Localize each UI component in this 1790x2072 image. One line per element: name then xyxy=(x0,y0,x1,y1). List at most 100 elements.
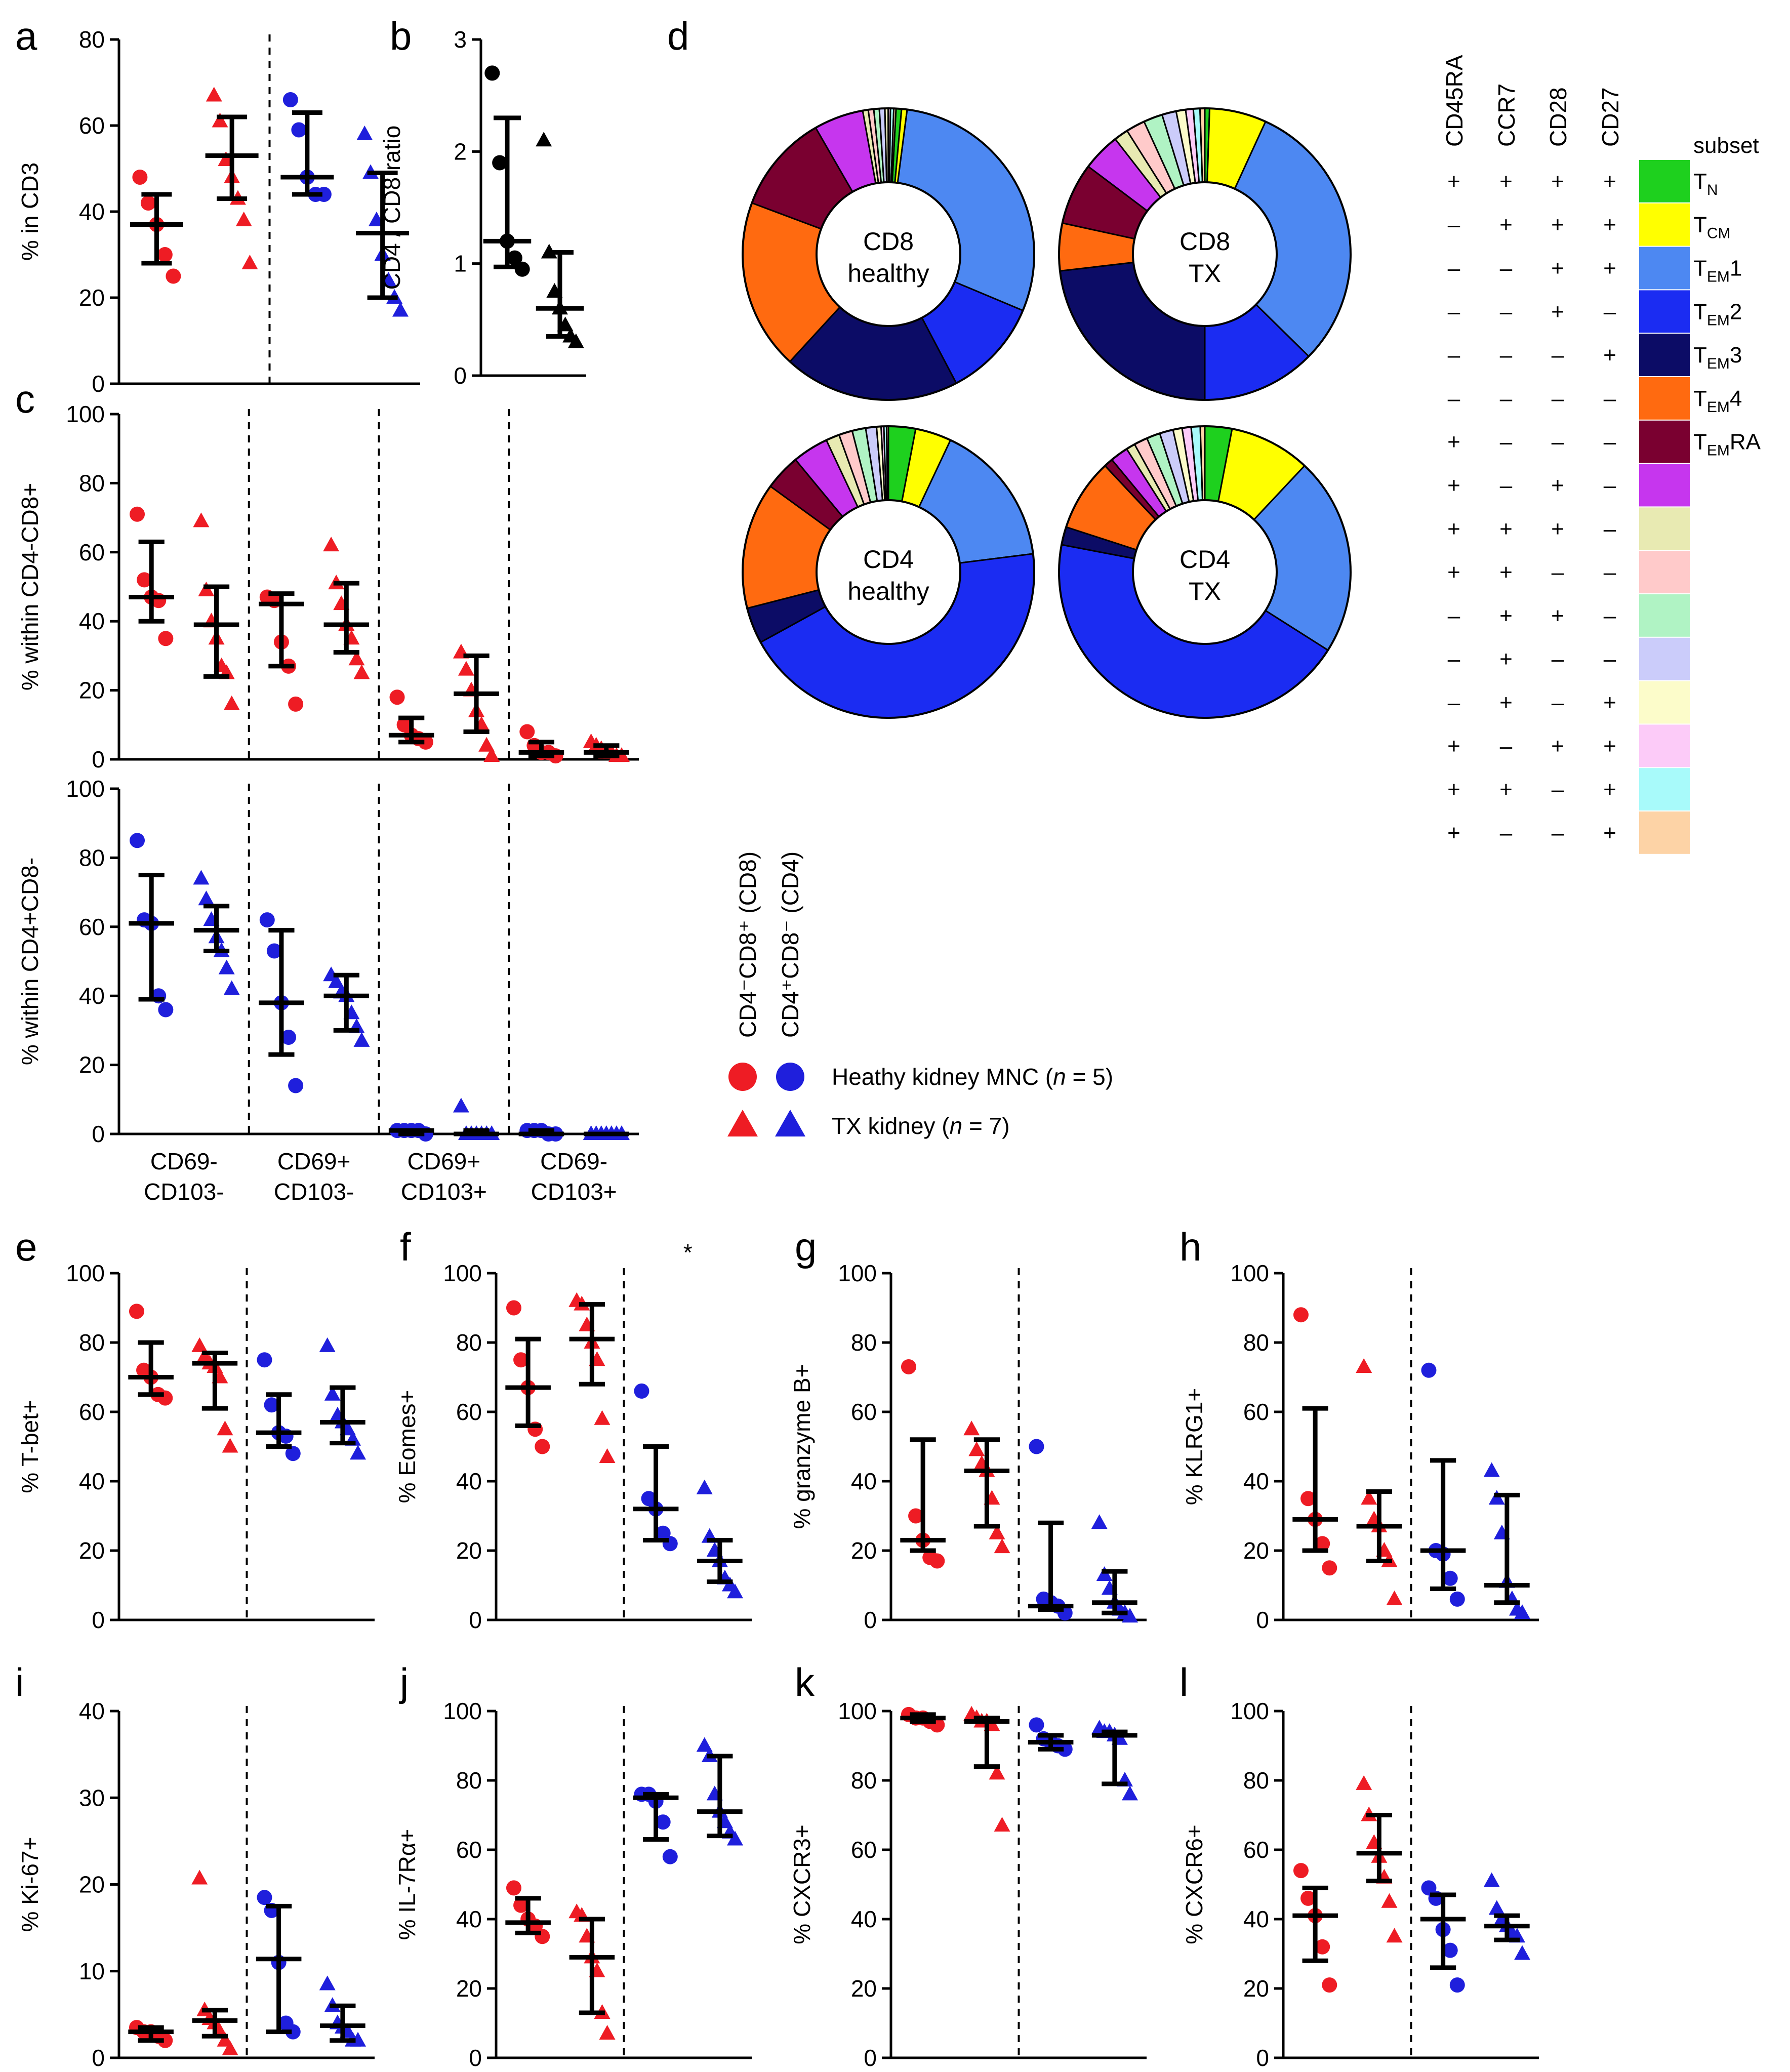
donut-2: CD4 healthy xyxy=(742,425,1035,719)
y-tick-label-a: 20 xyxy=(79,285,105,311)
y-tick-label-c_cd8: 80 xyxy=(79,470,105,496)
subset-swatch-8 xyxy=(1639,507,1690,550)
y-tick-label-g: 20 xyxy=(851,1537,877,1564)
point-c_cd4-g1 xyxy=(223,980,240,995)
y-tick-label-e: 80 xyxy=(79,1329,105,1356)
point-g-g3 xyxy=(1122,1608,1138,1623)
subset-name-2: TEM1 xyxy=(1693,256,1742,286)
y-axis-label-b: CD4 / CD8 ratio xyxy=(379,126,405,290)
scatter-i: 0 10 20 30 40 % Ki-67+ xyxy=(17,1698,375,2071)
table-sign: – xyxy=(1604,560,1616,585)
donut-outline xyxy=(742,107,1035,401)
table-sign: + xyxy=(1603,777,1616,802)
point-k-g2 xyxy=(1029,1717,1044,1733)
table-sign: – xyxy=(1604,473,1616,498)
y-tick-label-g: 60 xyxy=(851,1399,877,1425)
y-tick-label-l: 80 xyxy=(1243,1767,1269,1794)
y-tick-label-j: 20 xyxy=(456,1975,482,2002)
point-h-g0 xyxy=(1315,1536,1330,1552)
subset-table: CD45RA CCR7 CD28 CD27 subset + + + + TN – + + + TCM – – +… xyxy=(1441,55,1761,854)
y-axis-label-e: % T-bet+ xyxy=(17,1400,43,1493)
table-sign: – xyxy=(1500,821,1513,845)
y-axis-label-c_cd8: % within CD4-CD8+ xyxy=(17,483,43,690)
point-g-g1 xyxy=(989,1524,1005,1539)
y-tick-label-h: 100 xyxy=(1230,1260,1269,1286)
x-category-label-c_cd4: CD69+ xyxy=(408,1148,480,1174)
table-sign: + xyxy=(1447,777,1460,802)
table-sign: – xyxy=(1448,603,1460,628)
panel-label-k: k xyxy=(795,1660,815,1704)
point-l-g0 xyxy=(1322,1977,1337,1993)
point-g-g0 xyxy=(901,1359,916,1374)
point-i-g3 xyxy=(350,2032,367,2047)
y-tick-label-c_cd4: 0 xyxy=(92,1121,105,1147)
point-e-g3 xyxy=(324,1386,341,1401)
y-tick-label-b: 0 xyxy=(454,362,467,389)
point-a-g3 xyxy=(356,126,373,140)
y-tick-label-i: 30 xyxy=(79,1784,105,1811)
subset-swatch-5 xyxy=(1639,377,1690,420)
y-tick-label-c_cd4: 80 xyxy=(79,844,105,871)
table-sign: + xyxy=(1603,734,1616,758)
table-sign: – xyxy=(1500,299,1513,324)
table-header-ccr7: CCR7 xyxy=(1493,84,1520,147)
point-k-g1 xyxy=(989,1765,1005,1780)
panel-label-l: l xyxy=(1179,1660,1188,1704)
table-sign: – xyxy=(1500,734,1513,758)
table-sign: + xyxy=(1447,473,1460,498)
donut-label-bottom: TX xyxy=(1189,259,1221,288)
point-h-g0 xyxy=(1293,1307,1309,1323)
point-c_cd8-g0 xyxy=(137,572,152,588)
subset-name-4: TEM3 xyxy=(1693,343,1742,372)
legend-col-cd4: CD4⁺CD8⁻ (CD4) xyxy=(777,851,803,1038)
y-axis-label-l: % CXCR6+ xyxy=(1181,1824,1207,1944)
scatter-l: 0 20 40 60 80 100 % CXCR6+ xyxy=(1181,1698,1539,2071)
subset-name-1: TCM xyxy=(1693,213,1731,242)
point-j-g0 xyxy=(506,1880,521,1896)
donut-hole xyxy=(816,181,961,327)
table-sign: – xyxy=(1448,299,1460,324)
subset-name-5: TEM4 xyxy=(1693,386,1742,416)
panel-label-e: e xyxy=(15,1225,37,1269)
table-sign: + xyxy=(1447,821,1460,845)
point-b-g0 xyxy=(492,155,508,171)
y-tick-label-b: 3 xyxy=(454,26,467,53)
point-a-g0 xyxy=(166,268,181,284)
point-c_cd8-g3 xyxy=(348,651,365,666)
point-c_cd8-g5 xyxy=(478,737,495,752)
point-j-g2 xyxy=(662,1849,678,1864)
point-f-g0 xyxy=(506,1300,521,1316)
point-f-g0 xyxy=(535,1439,550,1454)
y-tick-label-k: 20 xyxy=(851,1975,877,2002)
y-tick-label-a: 80 xyxy=(79,26,105,53)
y-axis-label-g: % granzyme B+ xyxy=(789,1364,815,1529)
point-g-g1 xyxy=(963,1420,980,1436)
table-sign: + xyxy=(1447,516,1460,541)
table-sign: – xyxy=(1552,821,1564,845)
table-sign: + xyxy=(1551,169,1564,194)
x-category-label-c_cd4: CD69- xyxy=(150,1148,218,1174)
point-f-g0 xyxy=(513,1352,529,1368)
point-l-g3 xyxy=(1483,1872,1500,1887)
point-e-g3 xyxy=(319,1337,336,1352)
table-sign: + xyxy=(1447,430,1460,455)
point-c_cd8-g0 xyxy=(130,506,145,522)
y-tick-label-g: 100 xyxy=(838,1260,877,1286)
point-k-g2 xyxy=(1057,1741,1073,1757)
donut-label-top: CD4 xyxy=(863,545,914,574)
table-sign: + xyxy=(1603,343,1616,368)
scatter-k: 0 20 40 60 80 100 % CXCR3+ xyxy=(789,1698,1147,2071)
y-axis-label-f: % Eomes+ xyxy=(394,1390,420,1504)
y-tick-label-k: 40 xyxy=(851,1906,877,1932)
point-h-g3 xyxy=(1483,1462,1500,1477)
scatter-f: 0 20 40 60 80 100 % Eomes+ * xyxy=(394,1239,752,1633)
y-tick-label-f: 40 xyxy=(456,1468,482,1494)
table-sign: – xyxy=(1500,386,1513,411)
panel-label-b: b xyxy=(390,14,412,58)
point-f-g2 xyxy=(634,1383,649,1399)
panel-label-d: d xyxy=(667,14,689,58)
point-e-g1 xyxy=(217,1420,233,1436)
point-k-g1 xyxy=(994,1817,1010,1832)
point-c_cd4-g5 xyxy=(453,1098,469,1113)
scatter-h: 0 20 40 60 80 100 % KLRG1+ xyxy=(1181,1260,1539,1633)
